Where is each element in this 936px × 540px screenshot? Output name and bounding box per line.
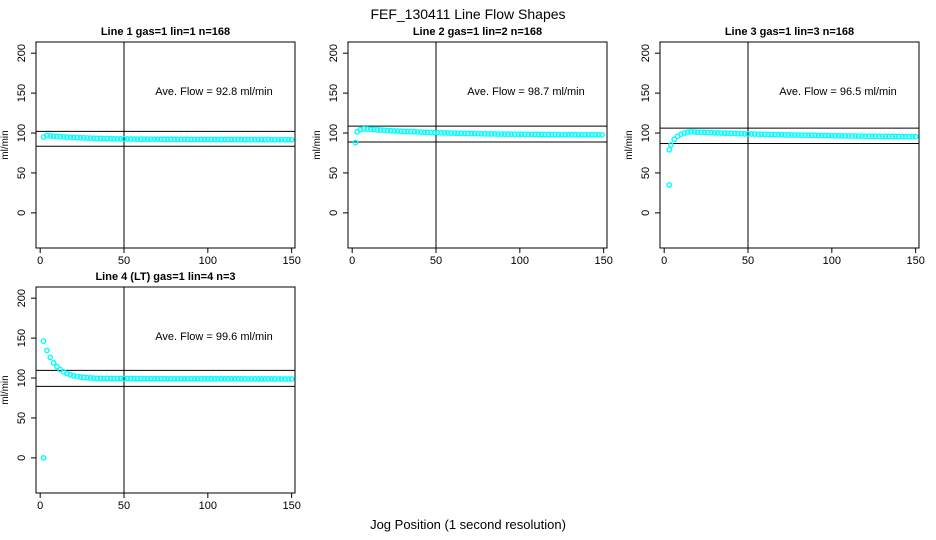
svg-text:0: 0	[349, 255, 355, 267]
panel-title-line-2: Line 2 gas=1 lin=2 n=168	[412, 26, 543, 38]
panel-title-line-1: Line 1 gas=1 lin=1 n=168	[100, 26, 231, 38]
panel-line-4: 0 50 100 150 0 50 100 150 200 Line 4 (LT) gas=1 …	[0, 270, 312, 515]
shared-x-axis-label: Jog Position (1 second resolution)	[370, 517, 566, 532]
svg-text:0: 0	[16, 210, 28, 216]
page-title: FEF_130411 Line Flow Shapes	[370, 6, 566, 22]
svg-text:50: 50	[328, 167, 340, 179]
y-axis-label-line-3: ml/min	[624, 130, 635, 160]
svg-text:0: 0	[328, 210, 340, 216]
svg-text:150: 150	[16, 84, 28, 102]
y-axis-label-line-4: ml/min	[0, 375, 11, 405]
svg-text:50: 50	[430, 255, 442, 267]
svg-text:0: 0	[640, 210, 652, 216]
svg-text:50: 50	[742, 255, 754, 267]
svg-text:150: 150	[282, 500, 300, 512]
svg-text:150: 150	[594, 255, 612, 267]
svg-text:100: 100	[16, 124, 28, 142]
svg-text:50: 50	[118, 500, 130, 512]
scatter-plot-line-1: 0 50 100 150 0 50 100 150 200	[16, 41, 301, 267]
svg-text:200: 200	[16, 289, 28, 307]
y-axis-label-line-2: ml/min	[312, 130, 323, 160]
ave-flow-annotation-line-2: Ave. Flow = 98.7 ml/min	[467, 86, 585, 98]
svg-text:50: 50	[16, 412, 28, 424]
svg-text:100: 100	[199, 255, 217, 267]
ave-flow-annotation-line-3: Ave. Flow = 96.5 ml/min	[779, 86, 897, 98]
svg-text:50: 50	[640, 167, 652, 179]
svg-text:100: 100	[823, 255, 841, 267]
svg-text:150: 150	[282, 255, 300, 267]
panel-title-line-4: Line 4 (LT) gas=1 lin=4 n=3	[95, 271, 236, 283]
svg-text:150: 150	[906, 255, 924, 267]
svg-text:150: 150	[640, 84, 652, 102]
scatter-plot-line-3: 0 50 100 150 0 50 100 150 200	[640, 41, 925, 267]
svg-text:0: 0	[37, 500, 43, 512]
svg-text:100: 100	[640, 124, 652, 142]
scatter-plot-line-4: 0 50 100 150 0 50 100 150 200	[16, 286, 301, 512]
svg-text:100: 100	[511, 255, 529, 267]
svg-text:100: 100	[16, 369, 28, 387]
svg-text:50: 50	[118, 255, 130, 267]
ave-flow-annotation-line-1: Ave. Flow = 92.8 ml/min	[155, 86, 273, 98]
svg-text:200: 200	[640, 44, 652, 62]
panel-line-3: 0 50 100 150 0 50 100 150 200 Line 3 gas=1 lin=3…	[624, 25, 936, 270]
svg-text:0: 0	[37, 255, 43, 267]
panel-title-line-3: Line 3 gas=1 lin=3 n=168	[724, 26, 855, 38]
y-axis-label-line-1: ml/min	[0, 130, 11, 160]
svg-text:50: 50	[16, 167, 28, 179]
svg-text:200: 200	[16, 44, 28, 62]
svg-text:100: 100	[328, 124, 340, 142]
svg-text:100: 100	[199, 500, 217, 512]
svg-text:200: 200	[328, 44, 340, 62]
svg-text:0: 0	[16, 455, 28, 461]
panel-line-1: 0 50 100 150 0 50 100 150 200 Line 1 gas=1 lin=1…	[0, 25, 312, 270]
ave-flow-annotation-line-4: Ave. Flow = 99.6 ml/min	[155, 331, 273, 343]
svg-text:150: 150	[328, 84, 340, 102]
svg-text:150: 150	[16, 329, 28, 347]
scatter-plot-line-2: 0 50 100 150 0 50 100 150 200	[328, 41, 613, 267]
svg-text:0: 0	[661, 255, 667, 267]
panel-line-2: 0 50 100 150 0 50 100 150 200 Line 2 gas=1 lin=2…	[312, 25, 624, 270]
